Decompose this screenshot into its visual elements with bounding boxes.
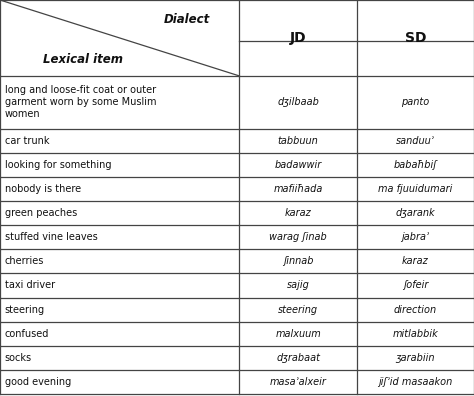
Text: confused: confused (5, 329, 49, 339)
Text: malxuum: malxuum (275, 329, 321, 339)
Text: direction: direction (394, 305, 437, 314)
Text: tabbuun: tabbuun (278, 136, 319, 146)
Text: socks: socks (5, 353, 32, 363)
Text: dʒilbaab: dʒilbaab (277, 97, 319, 107)
Text: stuffed vine leaves: stuffed vine leaves (5, 232, 98, 242)
Text: cherries: cherries (5, 256, 44, 267)
Text: ʒarabiin: ʒarabiin (396, 353, 435, 363)
Text: mafiiħada: mafiiħada (273, 184, 323, 194)
Text: warag ʃinab: warag ʃinab (269, 232, 327, 242)
Text: karaz: karaz (402, 256, 429, 267)
Text: panto: panto (401, 97, 429, 107)
Text: steering: steering (5, 305, 45, 314)
Text: ʃofeir: ʃofeir (403, 280, 428, 290)
Text: looking for something: looking for something (5, 160, 111, 170)
Text: dʒrabaat: dʒrabaat (276, 353, 320, 363)
Text: sanduuʾ: sanduuʾ (396, 136, 435, 146)
Text: good evening: good evening (5, 377, 71, 387)
Text: sajig: sajig (287, 280, 310, 290)
Text: dʒarank: dʒarank (396, 208, 435, 218)
Text: steering: steering (278, 305, 318, 314)
Text: Dialect: Dialect (164, 13, 210, 26)
Text: babaħbiʃ: babaħbiʃ (394, 160, 437, 170)
Text: taxi driver: taxi driver (5, 280, 55, 290)
Text: jabraʾ: jabraʾ (401, 232, 429, 242)
Text: SD: SD (405, 31, 426, 45)
Text: JD: JD (290, 31, 307, 45)
Text: masaʾalxeir: masaʾalxeir (270, 377, 327, 387)
Text: Lexical item: Lexical item (43, 53, 123, 66)
Text: mitlabbik: mitlabbik (392, 329, 438, 339)
Text: jiʃʾid masaakon: jiʃʾid masaakon (378, 377, 453, 387)
Text: car trunk: car trunk (5, 136, 49, 146)
Text: ʃinnab: ʃinnab (283, 256, 313, 267)
Text: nobody is there: nobody is there (5, 184, 81, 194)
Text: long and loose-fit coat or outer
garment worn by some Muslim
women: long and loose-fit coat or outer garment… (5, 85, 156, 119)
Text: badawwir: badawwir (274, 160, 322, 170)
Text: karaz: karaz (285, 208, 311, 218)
Text: green peaches: green peaches (5, 208, 77, 218)
Text: ma fjuuidumari: ma fjuuidumari (378, 184, 453, 194)
